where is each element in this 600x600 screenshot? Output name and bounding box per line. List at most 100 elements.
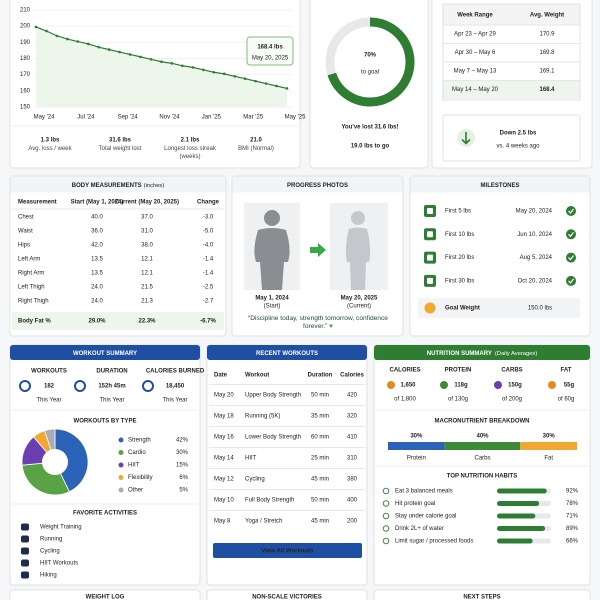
check-mark: [568, 278, 574, 284]
nutrition-value: 55g: [564, 383, 575, 389]
title-text: NUTRITION SUMMARY: [427, 351, 492, 357]
quote: “Discipline today, strength tomorrow, co…: [248, 315, 388, 331]
annotation-value: 168.4 lbs: [257, 45, 283, 51]
workout-cell: May 20: [214, 393, 234, 399]
measurement-cell: 31.0: [141, 229, 153, 235]
habit-icon: [382, 500, 390, 507]
weight-point: [139, 55, 142, 59]
nutrition-icon: [548, 381, 556, 389]
section-title: WORKOUTS BY TYPE: [74, 419, 137, 425]
panel: [373, 344, 591, 586]
habit-value: 89%: [566, 526, 579, 532]
title-text: BODY MEASUREMENTS: [72, 183, 142, 189]
table-header: Calories: [340, 373, 364, 379]
check-mark: [568, 208, 574, 214]
workout-cell: Upper Body Strength: [245, 393, 301, 399]
arrow-icon: [310, 243, 326, 257]
goal-name: Goal Weight: [445, 306, 480, 312]
legend-dot: [118, 450, 124, 455]
panel-title: BODY MEASUREMENTS (inches): [72, 183, 165, 189]
milestone-icon-inner: [427, 277, 433, 284]
measurement-cell: Chest: [18, 215, 34, 221]
stat-value: 21.0: [250, 138, 262, 144]
milestone-date: Aug 5, 2024: [520, 255, 553, 261]
section-title: FAVORITE ACTIVITIES: [73, 511, 137, 517]
goal-lost: You've lost 31.6 lbs!: [342, 125, 399, 131]
habit-value: 92%: [566, 489, 579, 495]
legend-value: 15%: [176, 463, 189, 469]
habit-bar: [497, 488, 547, 494]
measurement-cell: Left Arm: [18, 257, 40, 263]
y-tick-label: 170: [20, 72, 31, 78]
macro-name: Fat: [544, 456, 553, 462]
x-tick-label: May '24: [34, 115, 55, 121]
activity-name: Cycling: [40, 549, 60, 555]
goal-remaining: 19.0 lbs to go: [351, 144, 390, 150]
workout-cell: May 10: [214, 498, 234, 504]
workout-cell: 45 min: [311, 477, 329, 483]
panel-header: [207, 345, 367, 360]
legend-value: 6%: [179, 475, 188, 481]
measurement-cell: -2.7: [203, 299, 214, 305]
measurement-cell: Hips: [18, 243, 30, 249]
week-weight: 170.9: [539, 32, 555, 38]
silhouette-head: [351, 211, 365, 225]
stat-value: 2.1 lbs: [181, 138, 200, 144]
pie-slice: [54, 428, 89, 493]
y-tick-label: 210: [20, 8, 31, 14]
trend-card: [442, 114, 581, 162]
section-title: MACRONUTRIENT BREAKDOWN: [435, 419, 530, 425]
nutrition-target: of 60g: [558, 397, 575, 403]
habit-name: Hit protein goal: [395, 501, 435, 507]
legend-dot: [118, 437, 124, 443]
workout-cell: May 16: [214, 435, 234, 441]
activity-icon: [21, 535, 29, 543]
stat-label: DURATION: [96, 369, 127, 375]
legend-name: Strength: [128, 438, 151, 444]
measurement-cell: -5.0: [203, 229, 214, 235]
weight-point: [149, 58, 153, 61]
measurement-cell: Waist: [18, 229, 33, 235]
panel-title: NON-SCALE VICTORIES: [252, 595, 322, 600]
goal-icon: [424, 302, 436, 314]
quote-text: “Discipline today, strength tomorrow, co…: [248, 315, 388, 331]
workout-cell: 45 min: [311, 519, 329, 525]
habit-icon: [382, 512, 390, 520]
week-range: May 7 – May 13: [454, 69, 497, 75]
weight-point: [181, 64, 184, 68]
activity-name: Hiking: [40, 573, 57, 579]
milestone-name: First 30 lbs: [445, 278, 474, 284]
y-tick-label: 200: [20, 24, 31, 30]
y-tick-label: 180: [20, 56, 31, 62]
macro-name: Carbs: [474, 456, 490, 462]
photo-label: (Current): [347, 304, 371, 310]
table-header: Week Range: [457, 13, 493, 19]
panel-title-bar: [232, 176, 403, 193]
table-header: Date: [214, 373, 228, 379]
habit-bar: [497, 538, 533, 544]
legend-value: 30%: [176, 450, 189, 456]
panel-title: WORKOUT SUMMARY: [73, 351, 137, 357]
habit-bar: [497, 513, 536, 519]
panel-title: WEIGHT LOG: [86, 595, 125, 600]
panel: [9, 175, 227, 337]
goal-row: [418, 298, 580, 318]
workout-cell: Lower Body Strength: [245, 435, 301, 441]
measurement-cell: 22.3%: [138, 319, 156, 325]
view-all-label[interactable]: View All Workouts: [262, 549, 315, 555]
panel: [409, 175, 591, 337]
workout-cell: Yoga / Stretch: [245, 519, 282, 525]
measurement-cell: 13.5: [91, 257, 103, 263]
legend-name: Other: [128, 488, 143, 494]
x-tick-label: Nov '24: [159, 115, 180, 121]
week-range: May 14 – May 20: [452, 87, 499, 93]
habit-icon: [382, 525, 390, 532]
check-icon: [566, 229, 576, 240]
habit-name: Eat 3 balanced meals: [395, 489, 453, 495]
weight-point: [97, 45, 101, 49]
stat-label: WORKOUTS: [31, 369, 67, 375]
nutrition-label: CARBS: [501, 368, 522, 374]
section-title: TOP NUTRITION HABITS: [447, 474, 517, 480]
activity-icon: [21, 571, 29, 579]
